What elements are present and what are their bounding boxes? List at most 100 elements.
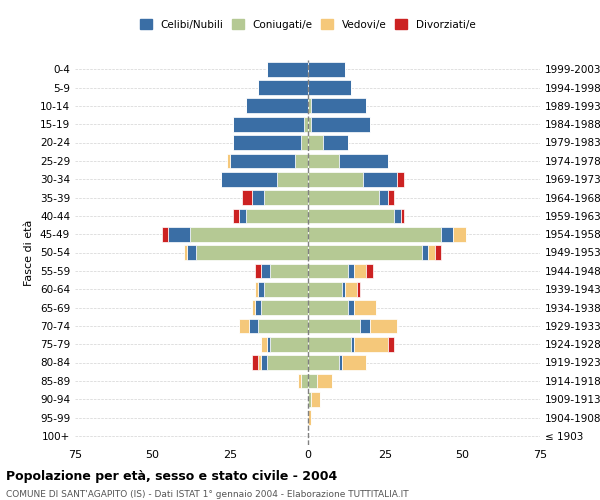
Bar: [255, 282, 258, 296]
Bar: [239, 318, 248, 333]
Bar: [308, 135, 323, 150]
Bar: [323, 135, 348, 150]
Bar: [248, 318, 258, 333]
Bar: [357, 282, 360, 296]
Bar: [258, 282, 264, 296]
Bar: [308, 337, 351, 351]
Bar: [308, 190, 379, 205]
Bar: [187, 245, 196, 260]
Bar: [261, 264, 271, 278]
Bar: [233, 135, 301, 150]
Bar: [311, 98, 367, 113]
Bar: [308, 80, 351, 95]
Bar: [162, 227, 168, 242]
Bar: [308, 208, 394, 223]
Bar: [338, 355, 341, 370]
Bar: [308, 410, 311, 425]
Bar: [239, 208, 245, 223]
Bar: [308, 117, 311, 132]
Bar: [267, 337, 271, 351]
Bar: [434, 245, 441, 260]
Bar: [271, 264, 308, 278]
Bar: [221, 172, 277, 186]
Bar: [394, 208, 401, 223]
Bar: [264, 282, 308, 296]
Bar: [348, 300, 354, 315]
Bar: [360, 318, 370, 333]
Bar: [308, 392, 311, 406]
Bar: [308, 300, 348, 315]
Bar: [308, 98, 311, 113]
Bar: [230, 154, 295, 168]
Bar: [301, 135, 308, 150]
Legend: Celibi/Nubili, Coniugati/e, Vedovi/e, Divorziati/e: Celibi/Nubili, Coniugati/e, Vedovi/e, Di…: [136, 15, 479, 34]
Bar: [304, 117, 308, 132]
Bar: [441, 227, 453, 242]
Bar: [190, 227, 308, 242]
Bar: [311, 117, 370, 132]
Bar: [264, 190, 308, 205]
Bar: [233, 117, 304, 132]
Bar: [370, 318, 397, 333]
Bar: [252, 300, 255, 315]
Bar: [341, 282, 345, 296]
Bar: [271, 337, 308, 351]
Bar: [317, 374, 332, 388]
Y-axis label: Fasce di età: Fasce di età: [25, 220, 34, 286]
Bar: [245, 98, 308, 113]
Bar: [397, 172, 404, 186]
Bar: [308, 227, 441, 242]
Bar: [242, 190, 252, 205]
Bar: [364, 172, 397, 186]
Bar: [428, 245, 434, 260]
Bar: [351, 337, 354, 351]
Bar: [233, 208, 239, 223]
Bar: [295, 154, 308, 168]
Bar: [388, 190, 394, 205]
Bar: [255, 300, 261, 315]
Bar: [252, 355, 258, 370]
Bar: [308, 172, 364, 186]
Bar: [255, 264, 261, 278]
Bar: [308, 318, 360, 333]
Bar: [258, 80, 308, 95]
Bar: [422, 245, 428, 260]
Bar: [453, 227, 466, 242]
Bar: [388, 337, 394, 351]
Bar: [338, 154, 388, 168]
Bar: [258, 318, 308, 333]
Bar: [308, 245, 422, 260]
Bar: [261, 300, 308, 315]
Bar: [261, 355, 267, 370]
Bar: [344, 282, 357, 296]
Bar: [252, 190, 264, 205]
Bar: [311, 392, 320, 406]
Bar: [308, 154, 338, 168]
Bar: [308, 282, 341, 296]
Bar: [267, 355, 308, 370]
Bar: [308, 264, 348, 278]
Bar: [261, 337, 267, 351]
Bar: [245, 208, 308, 223]
Bar: [367, 264, 373, 278]
Bar: [354, 264, 367, 278]
Bar: [341, 355, 367, 370]
Bar: [354, 300, 376, 315]
Bar: [401, 208, 404, 223]
Bar: [277, 172, 308, 186]
Bar: [227, 154, 230, 168]
Text: COMUNE DI SANT'AGAPITO (IS) - Dati ISTAT 1° gennaio 2004 - Elaborazione TUTTITAL: COMUNE DI SANT'AGAPITO (IS) - Dati ISTAT…: [6, 490, 409, 499]
Bar: [168, 227, 190, 242]
Text: Popolazione per età, sesso e stato civile - 2004: Popolazione per età, sesso e stato civil…: [6, 470, 337, 483]
Bar: [308, 355, 338, 370]
Bar: [301, 374, 308, 388]
Bar: [184, 245, 187, 260]
Bar: [258, 355, 261, 370]
Bar: [267, 62, 308, 76]
Bar: [298, 374, 301, 388]
Bar: [308, 374, 317, 388]
Bar: [308, 62, 344, 76]
Bar: [348, 264, 354, 278]
Bar: [196, 245, 308, 260]
Bar: [379, 190, 388, 205]
